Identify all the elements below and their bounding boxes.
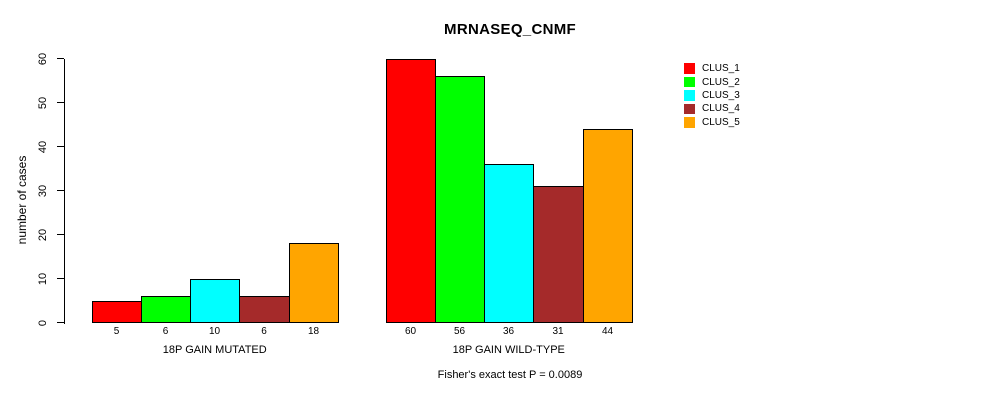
chart-title: MRNASEQ_CNMF [444, 21, 576, 38]
bar-clus-4 [533, 186, 584, 323]
legend-label: CLUS_5 [702, 116, 740, 128]
legend-label: CLUS_1 [702, 63, 740, 75]
legend-item: CLUS_4 [684, 102, 740, 115]
legend-label: CLUS_2 [702, 76, 740, 88]
bar-value-label: 56 [453, 326, 466, 337]
y-axis-line [64, 58, 65, 324]
bar-clus-3 [190, 279, 240, 323]
legend-item: CLUS_2 [684, 75, 740, 88]
y-axis-tick-label: 20 [37, 228, 49, 241]
y-axis-tick [57, 234, 64, 235]
legend-item: CLUS_1 [684, 62, 740, 75]
legend-swatch [684, 63, 695, 74]
group-label: 18P GAIN MUTATED [162, 344, 267, 356]
bar-value-label: 10 [208, 326, 221, 337]
bar-clus-4 [239, 296, 290, 323]
y-axis-tick-label: 50 [37, 96, 49, 109]
bar-value-label: 5 [113, 326, 120, 337]
y-axis-tick-label: 0 [37, 319, 49, 326]
y-axis-tick-label: 60 [37, 52, 49, 65]
bar-clus-2 [435, 76, 485, 323]
bar-value-label: 36 [502, 326, 515, 337]
bar-clus-3 [484, 164, 534, 323]
legend-label: CLUS_4 [702, 103, 740, 115]
y-axis-label: number of cases [15, 155, 29, 245]
bar-value-label: 31 [552, 326, 564, 337]
bar-clus-1 [386, 59, 436, 323]
legend-swatch [684, 117, 695, 128]
y-axis-tick [57, 322, 64, 323]
y-axis-tick [57, 190, 64, 191]
legend-swatch [684, 90, 695, 101]
y-axis-tick [57, 58, 64, 59]
legend-item: CLUS_5 [684, 116, 740, 129]
bar-value-label: 60 [404, 326, 417, 337]
legend-swatch [684, 76, 695, 88]
legend-label: CLUS_3 [702, 89, 740, 101]
bar-clus-2 [141, 296, 191, 323]
footnote: Fisher's exact test P = 0.0089 [437, 369, 583, 381]
bar-value-label: 6 [162, 326, 169, 337]
y-axis-tick-label: 40 [37, 140, 49, 153]
y-axis-tick [57, 102, 64, 103]
legend: CLUS_1 CLUS_2 CLUS_3 CLUS_4 CLUS_5 [684, 62, 740, 129]
legend-item: CLUS_3 [684, 89, 740, 102]
bar-value-label: 18 [307, 326, 320, 337]
bar-clus-5 [289, 243, 339, 323]
bar-clus-1 [92, 301, 142, 323]
legend-swatch [684, 103, 695, 115]
bar-value-label: 44 [601, 326, 614, 337]
y-axis-tick [57, 278, 64, 279]
y-axis-tick-label: 10 [37, 272, 49, 285]
bar-value-label: 6 [261, 326, 267, 337]
group-label: 18P GAIN WILD-TYPE [452, 344, 565, 356]
y-axis-tick [57, 146, 64, 147]
bar-clus-5 [583, 129, 633, 323]
y-axis-tick-label: 30 [37, 184, 49, 197]
